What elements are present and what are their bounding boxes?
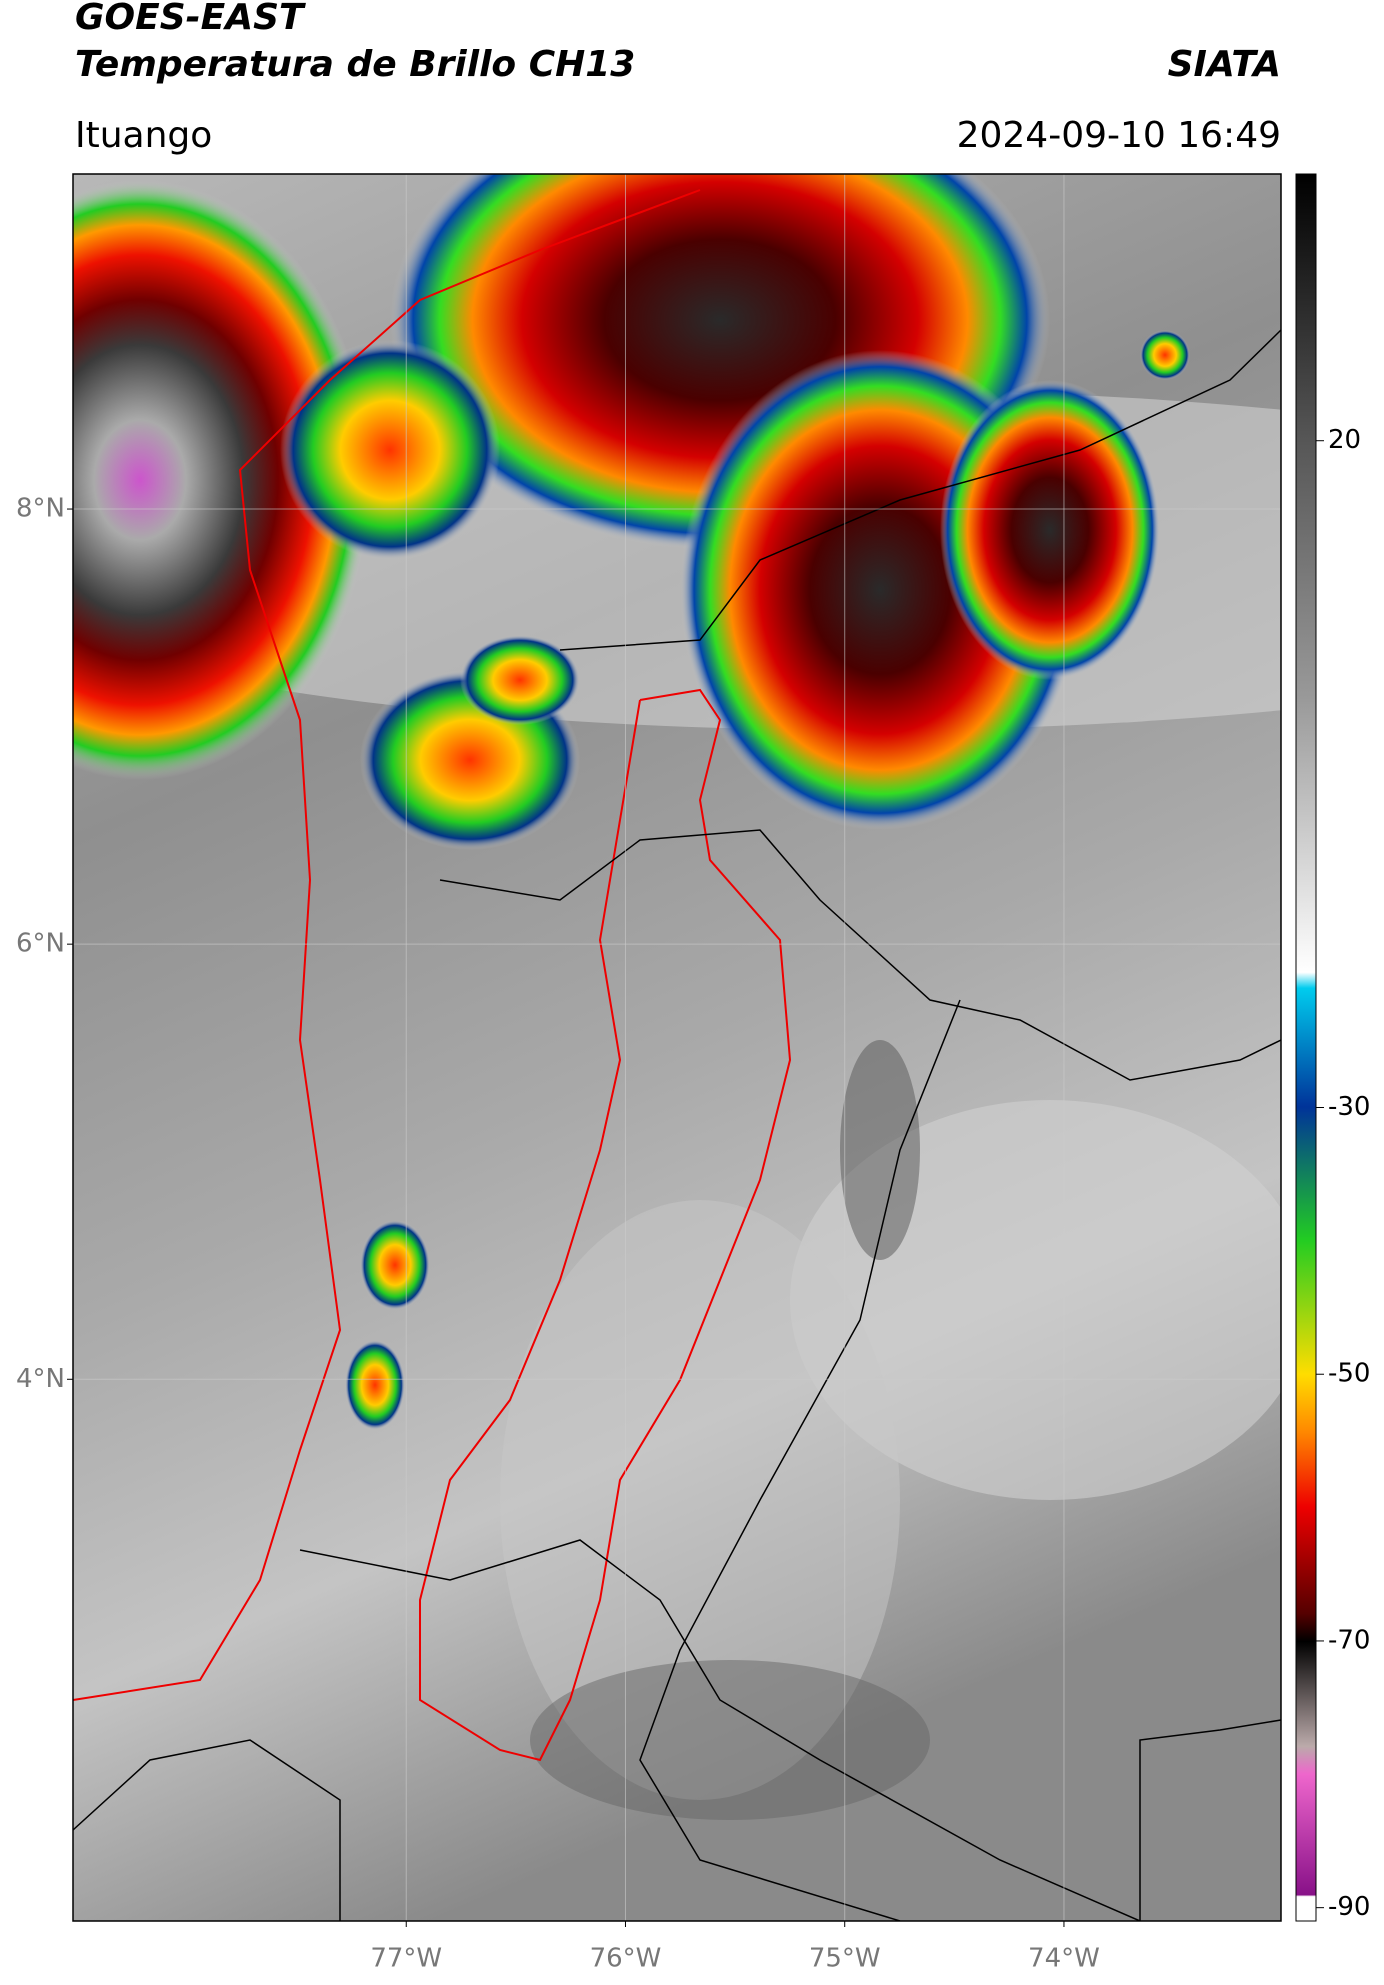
datetime: 2024-09-10 16:49 xyxy=(957,115,1281,156)
colorbar-label: 20 xyxy=(1328,425,1361,455)
subtitle: Temperatura de Brillo CH13 xyxy=(75,44,635,85)
lat-label: 4°N xyxy=(16,1364,65,1394)
lat-label: 8°N xyxy=(16,494,65,524)
brand: SIATA xyxy=(1168,44,1281,85)
colorbar-label: -90 xyxy=(1328,1892,1370,1922)
map-frame xyxy=(72,173,1282,1922)
lon-label: 76°W xyxy=(590,1944,662,1974)
location: Ituango xyxy=(75,115,212,156)
title: GOES-EAST xyxy=(75,0,306,38)
lon-label: 74°W xyxy=(1028,1944,1100,1974)
lon-label: 75°W xyxy=(809,1944,881,1974)
colorbar-label: -70 xyxy=(1328,1625,1370,1655)
graticule xyxy=(73,174,1281,1921)
satellite-image xyxy=(73,174,1281,1921)
lon-label: 77°W xyxy=(370,1944,442,1974)
colorbar xyxy=(1295,173,1317,1922)
colorbar-label: -30 xyxy=(1328,1092,1370,1122)
lat-label: 6°N xyxy=(16,929,65,959)
colorbar-label: -50 xyxy=(1328,1359,1370,1389)
